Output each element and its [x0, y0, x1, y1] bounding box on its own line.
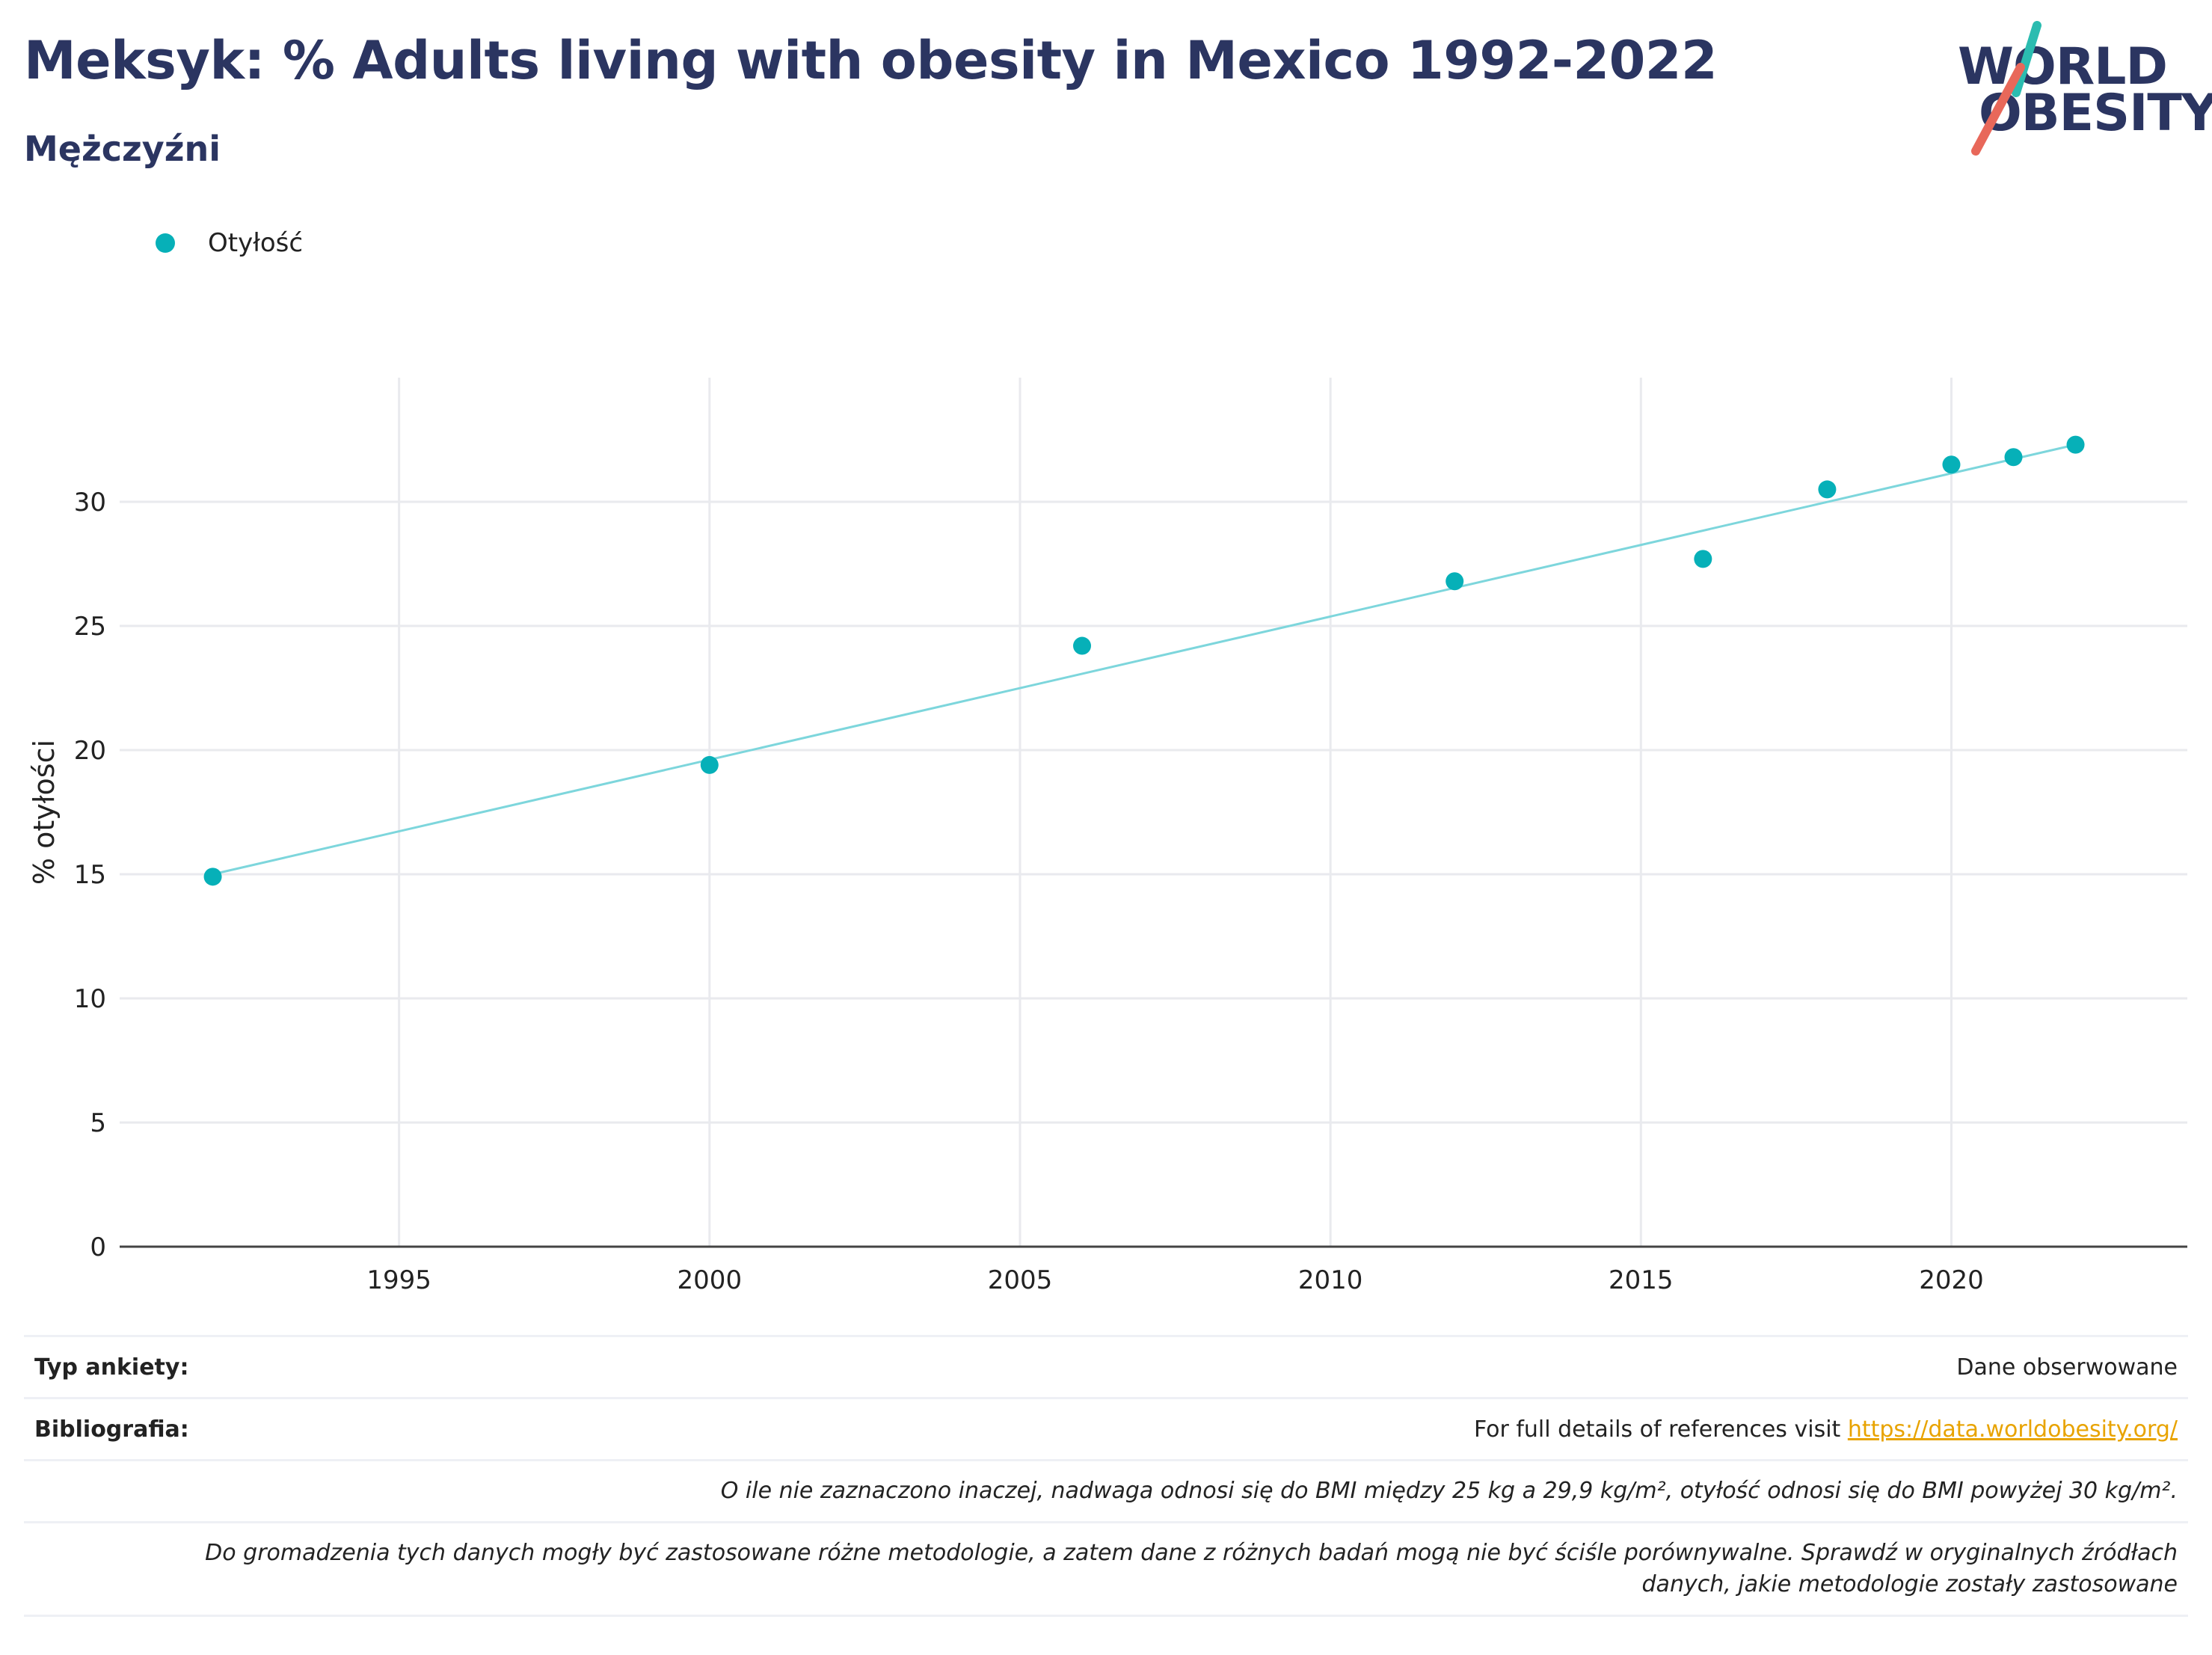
bibliography-label: Bibliografia: — [34, 1416, 189, 1443]
y-tick-label: 10 — [74, 984, 106, 1014]
world-obesity-logo[interactable]: WORLD OBESITY — [1937, 21, 2212, 163]
x-tick-label: 1995 — [366, 1265, 431, 1295]
legend-marker — [156, 233, 175, 253]
chart-title: Meksyk: % Adults living with obesity in … — [24, 30, 1718, 91]
x-tick-label: 2005 — [988, 1265, 1053, 1295]
x-tick-label: 2020 — [1919, 1265, 1984, 1295]
logo-slash-icon — [1971, 21, 2042, 156]
methodology-note-line-2: danych, jakie metodologie zostały zastos… — [1641, 1571, 2178, 1597]
y-tick-label: 15 — [74, 860, 106, 890]
footer-bibliography-row: Bibliografia: For full details of refere… — [24, 1397, 2188, 1459]
methodology-note: Do gromadzenia tych danych mogły być zas… — [205, 1538, 2178, 1600]
footer-methodology-row: Do gromadzenia tych danych mogły być zas… — [24, 1521, 2188, 1617]
data-point — [1942, 455, 1961, 474]
bmi-definition-note: O ile nie zaznaczono inaczej, nadwaga od… — [720, 1478, 2178, 1504]
data-point — [1818, 480, 1837, 499]
bibliography-text: For full details of references visit — [1473, 1416, 1848, 1443]
logo-text-world: WORLD — [1958, 37, 2168, 96]
x-tick-label: 2000 — [678, 1265, 743, 1295]
data-point — [2004, 448, 2023, 467]
bibliography-value: For full details of references visit htt… — [1474, 1416, 2178, 1443]
trend-line — [212, 443, 2076, 876]
y-tick-label: 0 — [90, 1232, 106, 1262]
legend-label: Otyłość — [208, 228, 304, 258]
y-tick-label: 20 — [74, 736, 106, 766]
y-tick-label: 5 — [90, 1108, 106, 1138]
footer-note-row: O ile nie zaznaczono inaczej, nadwaga od… — [24, 1459, 2188, 1521]
data-point — [1694, 550, 1712, 568]
chart-footer: Typ ankiety: Dane obserwowane Bibliograf… — [24, 1335, 2188, 1617]
survey-type-value: Dane obserwowane — [1956, 1354, 2178, 1381]
chart-subtitle: Mężczyźni — [24, 129, 221, 169]
x-tick-label: 2010 — [1298, 1265, 1363, 1295]
y-tick-label: 25 — [74, 612, 106, 642]
scatter-chart: 0 5 10 15 20 25 30 1995 2000 2005 2010 2015 2020 % ot… — [28, 378, 2187, 1295]
x-tick-label: 2015 — [1609, 1265, 1674, 1295]
methodology-note-line-1: Do gromadzenia tych danych mogły być zas… — [205, 1540, 2178, 1566]
data-point — [2066, 435, 2085, 454]
legend[interactable]: Otyłość — [156, 224, 303, 262]
y-axis-label: % otyłości — [28, 740, 61, 885]
data-point — [1073, 636, 1092, 655]
data-point — [1446, 572, 1464, 591]
y-tick-label: 30 — [74, 488, 106, 518]
survey-type-label: Typ ankiety: — [34, 1354, 189, 1381]
bibliography-link[interactable]: https://data.worldobesity.org/ — [1847, 1416, 2178, 1443]
data-point — [700, 755, 719, 774]
footer-survey-row: Typ ankiety: Dane obserwowane — [24, 1335, 2188, 1397]
data-point — [203, 868, 222, 886]
